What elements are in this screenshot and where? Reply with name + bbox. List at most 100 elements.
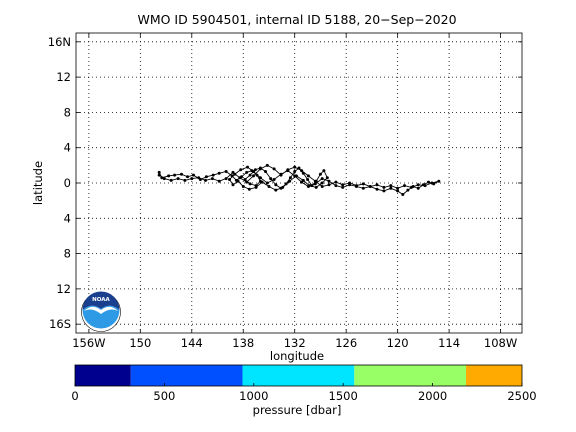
track-point: [255, 173, 259, 177]
track-point: [169, 178, 173, 182]
x-tick-label: 132: [284, 336, 306, 350]
colorbar-frame: [74, 364, 523, 387]
y-tick-label: 12: [56, 282, 71, 296]
track-point: [186, 175, 189, 179]
colorbar-segment: [75, 365, 131, 386]
track-point: [300, 180, 304, 184]
track-point: [217, 171, 221, 175]
track-point: [245, 180, 249, 184]
track-point: [437, 179, 441, 183]
track-point: [297, 166, 301, 170]
y-tick-label: 0: [64, 176, 71, 190]
track-point: [375, 187, 379, 191]
plot-area: 156W 150 144 138 132 126 120 114 108W 16N 12 8 4 0 4 8…: [48, 32, 523, 350]
colorbar-label: pressure [dbar]: [253, 403, 342, 417]
track-point: [176, 177, 180, 181]
y-tick-label: 4: [64, 211, 71, 225]
track-point: [300, 169, 304, 173]
track-point: [423, 184, 427, 188]
y-tick-label: 8: [64, 247, 71, 261]
colorbar-segment: [354, 365, 467, 386]
track-point: [252, 174, 255, 178]
colorbar-segments: [75, 365, 522, 386]
x-tick-label: 144: [181, 336, 203, 350]
track-point: [204, 175, 208, 179]
track-point: [245, 170, 249, 174]
track-point: [293, 170, 297, 173]
track-point: [272, 178, 276, 181]
track-point: [231, 183, 235, 187]
track-point: [301, 171, 305, 175]
chart-title: WMO ID 5904501, internal ID 5188, 20−Sep…: [137, 12, 456, 27]
track-point: [327, 183, 331, 187]
noaa-logo-text: NOAA: [92, 297, 110, 303]
track-point: [293, 174, 297, 178]
y-axis-label: latitude: [31, 161, 45, 205]
track-point: [401, 193, 405, 196]
track-point: [355, 184, 358, 188]
colorbar-tick-label: 2000: [418, 389, 447, 403]
track-point: [274, 188, 278, 192]
plot-frame: [75, 32, 523, 334]
track-point: [224, 170, 228, 173]
track-point: [396, 186, 400, 190]
track-point: [320, 181, 324, 185]
track-point: [361, 186, 365, 190]
track-point: [406, 188, 410, 192]
x-tick-label: 126: [335, 336, 357, 350]
track-point: [204, 178, 207, 182]
track-point: [403, 184, 406, 188]
track-point: [341, 185, 345, 189]
x-axis-label: longitude: [270, 349, 324, 363]
colorbar-tick-label: 2500: [507, 389, 536, 403]
track-point: [252, 170, 255, 173]
track-point: [241, 185, 245, 188]
track-point: [247, 187, 251, 191]
y-tick-label: 16S: [49, 317, 71, 331]
y-tick-label: 4: [64, 141, 71, 155]
track-point: [248, 173, 252, 177]
track-point: [313, 179, 317, 183]
track-point: [239, 168, 243, 172]
track-point: [361, 182, 365, 186]
track-point: [230, 174, 234, 178]
track-point: [334, 180, 338, 184]
track-point: [236, 179, 240, 183]
track-point: [318, 172, 322, 176]
noaa-logo-gull: [84, 306, 118, 314]
x-axis: 156W 150 144 138 132 126 120 114 108W: [72, 33, 517, 350]
track-point: [210, 177, 214, 181]
track-point: [310, 184, 314, 188]
track-point: [274, 183, 278, 187]
track-point: [416, 183, 420, 187]
track-point: [382, 185, 386, 189]
x-tick-label: 138: [232, 336, 254, 350]
track-point: [243, 178, 247, 181]
track-point: [183, 178, 187, 182]
track-point: [334, 184, 338, 188]
track-point: [211, 173, 215, 177]
track-point: [293, 165, 297, 169]
track-point: [190, 177, 194, 181]
track-point: [192, 173, 195, 177]
track-point: [389, 186, 393, 190]
track-point: [267, 185, 271, 188]
track-point: [167, 174, 171, 178]
track-point: [265, 163, 269, 167]
colorbar-segment: [242, 365, 355, 386]
plot-background: [76, 33, 522, 333]
track-point: [322, 169, 326, 173]
noaa-logo-top: [82, 291, 120, 310]
track-point: [264, 170, 267, 173]
track-point: [284, 182, 288, 186]
track-point: [254, 185, 258, 189]
track-point: [173, 173, 177, 177]
track-point: [258, 167, 262, 171]
track-point: [320, 177, 324, 181]
track-point: [320, 185, 324, 188]
track-point: [416, 186, 420, 190]
noaa-logo: NOAA: [81, 291, 121, 332]
track-point: [409, 185, 413, 189]
y-tick-label: 8: [64, 105, 71, 119]
